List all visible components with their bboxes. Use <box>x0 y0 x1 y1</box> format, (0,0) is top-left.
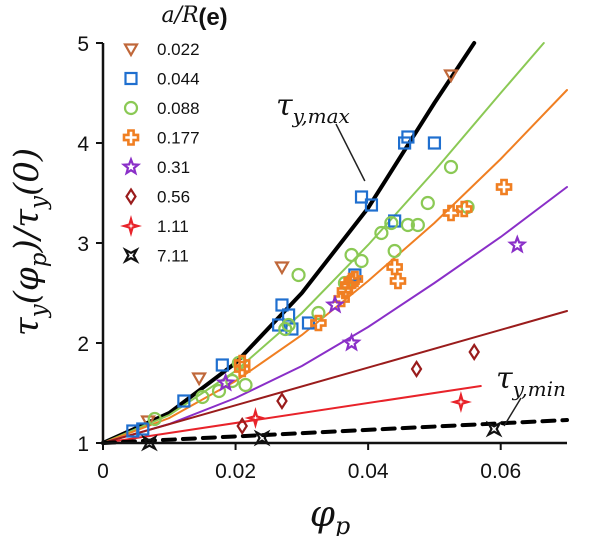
data-points <box>126 69 528 452</box>
point-s3-9 <box>389 272 407 290</box>
annotation-max: τy,max <box>276 88 350 128</box>
point-s6-1 <box>449 390 472 414</box>
point-s2-7 <box>281 317 296 333</box>
point-s1-12 <box>388 214 402 228</box>
fit-line-4 <box>102 310 568 444</box>
point-s2-1 <box>195 389 210 405</box>
point-s2-9 <box>311 305 326 321</box>
point-s4-3 <box>507 234 528 254</box>
point-s1-14 <box>401 130 415 144</box>
point-s4-2 <box>341 332 362 352</box>
point-s2-0 <box>147 411 162 427</box>
annotations: τy,max τy,min <box>276 88 566 427</box>
fit-line-0 <box>101 41 477 445</box>
point-s1-1 <box>136 422 150 436</box>
legend-label-6: 1.11 <box>157 217 189 236</box>
legend-label-3: 0.177 <box>157 129 200 148</box>
legend-label-7: 7.11 <box>157 247 189 266</box>
legend: a/R 0.022 0.044 0.088 0.177 0.31 0.56 1.11 7.11 <box>120 3 200 266</box>
point-s1-2 <box>177 394 191 408</box>
point-s2-16 <box>400 217 416 233</box>
point-s3-0 <box>233 354 251 372</box>
annotation-min: τy,min <box>496 361 566 401</box>
annotation-min-leader <box>503 397 522 427</box>
y-tick-label: 5 <box>77 33 89 56</box>
point-s2-14 <box>384 215 399 231</box>
point-s1-10 <box>354 190 369 204</box>
point-s0-3 <box>443 69 459 84</box>
point-s0-2 <box>274 261 290 276</box>
point-s5-1 <box>276 391 288 411</box>
point-s1-6 <box>282 308 296 322</box>
legend-label-5: 0.56 <box>157 188 190 207</box>
point-s3-6 <box>343 272 360 290</box>
point-s2-13 <box>374 225 389 241</box>
point-s2-6 <box>278 321 293 337</box>
point-s2-3 <box>225 373 240 389</box>
point-s3-1 <box>233 360 251 378</box>
point-s2-5 <box>238 377 253 393</box>
legend-marker-0 <box>123 43 139 58</box>
x-tick-label: 0 <box>97 460 109 483</box>
legend-marker-5 <box>125 187 137 206</box>
point-s4-0 <box>215 372 236 392</box>
point-s7-0 <box>141 434 158 452</box>
point-s3-12 <box>495 178 513 196</box>
x-tick-label: 0.06 <box>480 460 521 483</box>
point-s1-7 <box>285 322 299 336</box>
ticks: 0 0.02 0.04 0.06 1 2 3 4 5 <box>77 33 521 483</box>
legend-label-4: 0.31 <box>157 158 190 177</box>
point-s2-17 <box>410 217 425 233</box>
point-s4-1 <box>324 294 346 314</box>
point-s3-4 <box>336 282 354 300</box>
point-s0-1 <box>191 372 208 387</box>
legend-marker-6 <box>120 215 142 237</box>
point-s1-15 <box>427 136 442 150</box>
x-axis-label: φp <box>310 494 351 536</box>
point-s2-19 <box>443 159 459 175</box>
point-s1-11 <box>364 198 379 212</box>
fit-line-3 <box>102 186 568 444</box>
point-s1-8 <box>301 316 316 330</box>
point-s3-7 <box>346 270 364 288</box>
legend-marker-2 <box>123 100 139 116</box>
point-s2-2 <box>211 383 227 399</box>
legend-marker-3 <box>122 129 140 146</box>
point-s7-2 <box>485 420 503 438</box>
fit-line-1 <box>102 42 545 444</box>
point-s5-2 <box>410 359 423 379</box>
y-tick-label: 1 <box>77 433 89 456</box>
x-tick-label: 0.04 <box>348 460 389 483</box>
legend-marker-7 <box>122 247 140 264</box>
panel-label: (e) <box>198 4 227 31</box>
point-s1-3 <box>215 358 229 372</box>
point-s1-5 <box>275 298 289 312</box>
point-s6-0 <box>244 406 267 430</box>
legend-title: a/R <box>161 3 198 28</box>
point-s3-2 <box>310 314 327 332</box>
point-s3-10 <box>442 204 460 222</box>
point-s3-11 <box>455 200 473 218</box>
legend-label-1: 0.044 <box>157 70 200 89</box>
point-s7-1 <box>253 429 271 447</box>
legend-label-2: 0.088 <box>157 99 200 118</box>
y-tick-label: 2 <box>77 333 89 356</box>
legend-marker-1 <box>124 71 138 86</box>
y-tick-label: 4 <box>77 133 89 156</box>
legend-label-0: 0.022 <box>157 40 200 59</box>
fit-line-5 <box>102 385 482 444</box>
point-s2-12 <box>354 253 369 269</box>
annotation-max-leader <box>335 123 366 182</box>
legend-marker-4 <box>120 156 142 176</box>
point-s2-15 <box>387 243 402 259</box>
point-s5-3 <box>468 342 481 362</box>
y-axis-label: τy(φp)/τy(0) <box>7 148 52 336</box>
point-s2-11 <box>344 247 359 263</box>
y-tick-label: 3 <box>77 233 89 256</box>
point-s2-18 <box>420 195 435 211</box>
x-tick-label: 0.02 <box>215 460 256 483</box>
point-s5-0 <box>236 416 249 436</box>
point-s2-8 <box>291 267 306 283</box>
